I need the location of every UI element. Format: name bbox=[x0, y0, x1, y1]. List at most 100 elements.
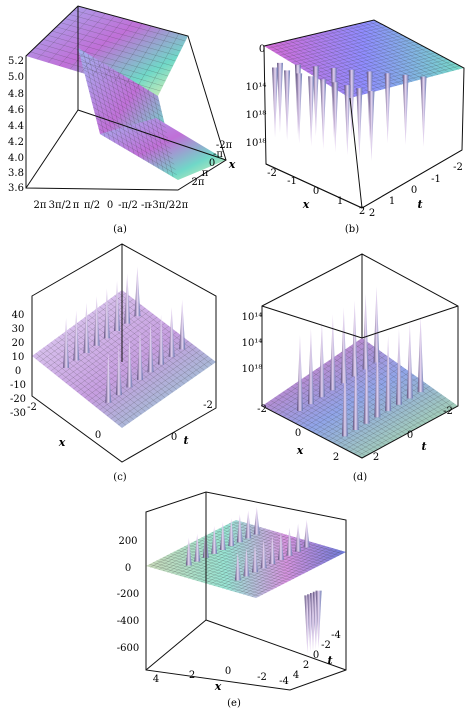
panel-d: 10¹⁴ 10¹⁴ 10¹⁸ -2 0 2 2 0 -2 x t (d) bbox=[242, 253, 459, 483]
panel-b: 0 10¹⁴ 10¹⁸ 10¹⁸ -2 -1 0 1 2 2 1 0 -1 -2 x t (b) bbox=[246, 19, 465, 235]
c-surface-grid-u bbox=[88, 314, 181, 387]
e-t-tick: -4 bbox=[331, 630, 341, 641]
a-x-tick: -π bbox=[213, 149, 223, 160]
a-z-tick: 4.6 bbox=[8, 105, 24, 116]
e-surface-grid-v bbox=[183, 530, 275, 578]
b-t-tick: 2 bbox=[369, 208, 375, 219]
b-surface-grid-v bbox=[291, 35, 403, 63]
e-surface-grid-v bbox=[158, 523, 249, 570]
b-spike bbox=[344, 85, 351, 156]
e-x-tick: 4 bbox=[153, 674, 159, 685]
d-surface-grid-u bbox=[345, 349, 443, 415]
e-x-label: x bbox=[214, 680, 222, 693]
e-spike bbox=[236, 514, 243, 543]
d-spike bbox=[374, 341, 381, 418]
c-surface-grid-v bbox=[76, 325, 170, 393]
b-surface-grid-u bbox=[328, 30, 418, 81]
e-x-tick: 2 bbox=[189, 670, 195, 681]
c-spike bbox=[168, 306, 175, 357]
e-surface-grid-u bbox=[218, 528, 329, 562]
c-surface-grid-v bbox=[39, 295, 130, 363]
e-surface-grid-u bbox=[232, 521, 343, 555]
c-surface-grid-v bbox=[61, 313, 154, 381]
d-surface-grid-v bbox=[303, 366, 403, 428]
e-surface-grid-u bbox=[156, 560, 267, 593]
a-x-tick: -2π bbox=[216, 140, 233, 151]
c-z-tick: -10 bbox=[10, 380, 26, 391]
a-floor bbox=[100, 118, 226, 180]
d-caption: (d) bbox=[353, 472, 367, 483]
a-t-tick: -3π/2 bbox=[149, 200, 175, 211]
b-spike bbox=[420, 76, 427, 147]
e-surface-grid-v bbox=[230, 544, 321, 591]
b-z-tick: 10¹⁸ bbox=[246, 138, 267, 149]
b-surface-grid-u bbox=[363, 22, 454, 71]
d-x-tick: -2 bbox=[257, 404, 267, 415]
b-spike bbox=[284, 70, 291, 141]
b-x-tick: 0 bbox=[313, 186, 319, 197]
a-top-grid-u bbox=[64, 18, 181, 52]
b-surface-grid-u bbox=[333, 29, 423, 80]
b-surface-grid-v bbox=[310, 45, 424, 75]
a-riser-grid-v bbox=[83, 69, 164, 118]
c-surface-grid-u bbox=[54, 339, 146, 412]
a-z-tick: 3.8 bbox=[8, 168, 24, 179]
b-surface-grid-v bbox=[306, 43, 420, 73]
b-spike bbox=[312, 66, 319, 137]
d-spike bbox=[340, 307, 347, 384]
d-t-tick: 0 bbox=[407, 430, 413, 441]
b-spike bbox=[320, 79, 327, 150]
d-spike bbox=[363, 347, 370, 424]
e-spike bbox=[245, 510, 252, 539]
e-x-tick: -4 bbox=[279, 676, 289, 687]
c-surface-grid-u bbox=[46, 344, 138, 418]
d-spike bbox=[417, 316, 424, 393]
b-t-tick: 0 bbox=[411, 185, 417, 196]
d-edge bbox=[261, 305, 363, 339]
d-surface-grid-u bbox=[332, 357, 431, 422]
b-surface-grid-u bbox=[308, 35, 397, 86]
e-spike bbox=[243, 548, 250, 577]
a-riser-grid-u bbox=[102, 62, 125, 149]
d-spike bbox=[362, 293, 369, 370]
e-down-spike bbox=[315, 590, 322, 649]
a-riser-grid-v bbox=[81, 63, 162, 112]
b-surface-grid-v bbox=[295, 37, 407, 66]
a-riser-grid-u bbox=[127, 77, 149, 163]
d-surface-grid-v bbox=[274, 346, 375, 413]
a-riser-grid-u bbox=[152, 92, 174, 178]
d-spike bbox=[318, 321, 325, 398]
b-surface-grid-v bbox=[271, 24, 383, 51]
d-surface-grid-u bbox=[299, 380, 399, 439]
a-top-grid-v bbox=[58, 13, 106, 67]
a-z-tick: 4.0 bbox=[8, 153, 24, 164]
c-surface-grid-u bbox=[65, 331, 158, 404]
e-surface-grid-v bbox=[154, 522, 245, 569]
b-spike bbox=[368, 91, 375, 162]
e-surface-grid-u bbox=[159, 558, 270, 592]
e-spike bbox=[295, 523, 302, 552]
a-riser-grid-u bbox=[87, 53, 110, 140]
d-surface-grid-u bbox=[286, 388, 387, 446]
a-riser-grid-u bbox=[137, 83, 159, 169]
d-spike bbox=[329, 314, 336, 391]
e-surface-grid-v bbox=[188, 532, 279, 579]
c-surface-grid-v bbox=[35, 292, 127, 360]
a-x-label: x bbox=[228, 158, 236, 171]
e-spike bbox=[228, 518, 235, 547]
d-surface-grid-u bbox=[278, 394, 379, 450]
c-surface-grid-v bbox=[58, 310, 150, 378]
e-surface-grid-v bbox=[226, 543, 317, 590]
a-t-tick: 2π bbox=[34, 200, 47, 211]
c-t-tick: -2 bbox=[203, 400, 213, 411]
b-surface-grid-v bbox=[338, 61, 452, 92]
c-z-tick: 30 bbox=[12, 324, 25, 335]
d-x-tick: 0 bbox=[295, 428, 301, 439]
a-caption: (a) bbox=[113, 224, 127, 235]
a-top-grid-u bbox=[69, 14, 184, 47]
c-z-tick: -30 bbox=[10, 408, 26, 419]
e-x-tick: -2 bbox=[257, 672, 267, 683]
c-spike bbox=[63, 317, 70, 368]
a-top-grid-v bbox=[69, 15, 115, 70]
